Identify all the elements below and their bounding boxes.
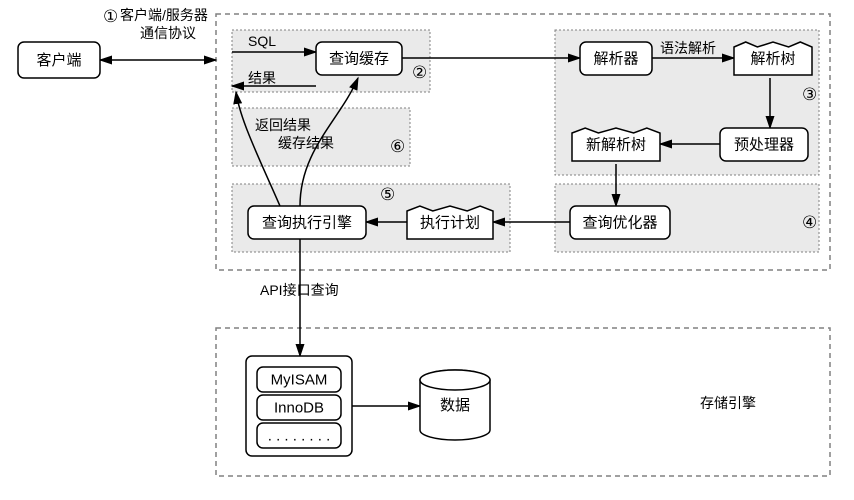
svg-text:查询优化器: 查询优化器	[582, 214, 657, 231]
node-query-cache: 查询缓存	[316, 42, 402, 75]
circled-1: ①	[103, 7, 118, 26]
node-optimizer: 查询优化器	[570, 206, 670, 239]
node-new-parse-tree: 新解析树	[572, 128, 660, 161]
svg-text:InnoDB: InnoDB	[274, 399, 324, 416]
svg-text:查询执行引擎: 查询执行引擎	[262, 214, 352, 231]
label-return-result: 返回结果	[255, 117, 311, 133]
svg-text:解析器: 解析器	[593, 50, 638, 67]
svg-text:新解析树: 新解析树	[586, 136, 646, 153]
svg-text:执行计划: 执行计划	[420, 214, 480, 231]
node-preprocessor: 预处理器	[720, 128, 808, 161]
label-syntax-parse: 语法解析	[660, 40, 716, 56]
svg-text:. . . . . . . .: . . . . . . . .	[268, 427, 331, 444]
svg-text:查询缓存: 查询缓存	[329, 50, 389, 67]
node-exec-engine: 查询执行引擎	[248, 206, 366, 239]
label-api-query: API接口查询	[260, 282, 339, 298]
node-myisam: MyISAM	[257, 367, 341, 392]
label-sql: SQL	[248, 33, 276, 49]
label-storage-engine: 存储引擎	[700, 395, 756, 411]
circled-3: ③	[802, 85, 817, 104]
circled-6: ⑥	[390, 137, 405, 156]
label-result: 结果	[248, 70, 276, 86]
node-exec-plan: 执行计划	[407, 206, 493, 239]
node-parse-tree: 解析树	[734, 42, 812, 75]
label-protocol-2: 通信协议	[140, 25, 196, 41]
svg-text:预处理器: 预处理器	[734, 136, 794, 153]
node-engine-dots: . . . . . . . .	[257, 423, 341, 448]
svg-text:解析树: 解析树	[750, 50, 795, 67]
node-innodb: InnoDB	[257, 395, 341, 420]
architecture-diagram: 客户端 查询缓存 解析器 解析树 预处理器 新解析树 查询优化器 执行计划 查询…	[0, 0, 854, 500]
node-parser: 解析器	[580, 42, 652, 75]
node-client: 客户端	[18, 42, 100, 78]
circled-5: ⑤	[380, 185, 395, 204]
label-cache-result: 缓存结果	[278, 135, 334, 151]
node-data-cylinder: 数据	[420, 370, 490, 440]
circled-4: ④	[802, 213, 817, 232]
svg-text:客户端: 客户端	[36, 52, 81, 69]
svg-text:数据: 数据	[440, 397, 470, 414]
label-protocol-1: 客户端/服务器	[120, 7, 208, 23]
svg-text:MyISAM: MyISAM	[271, 371, 328, 388]
circled-2: ②	[412, 63, 427, 82]
